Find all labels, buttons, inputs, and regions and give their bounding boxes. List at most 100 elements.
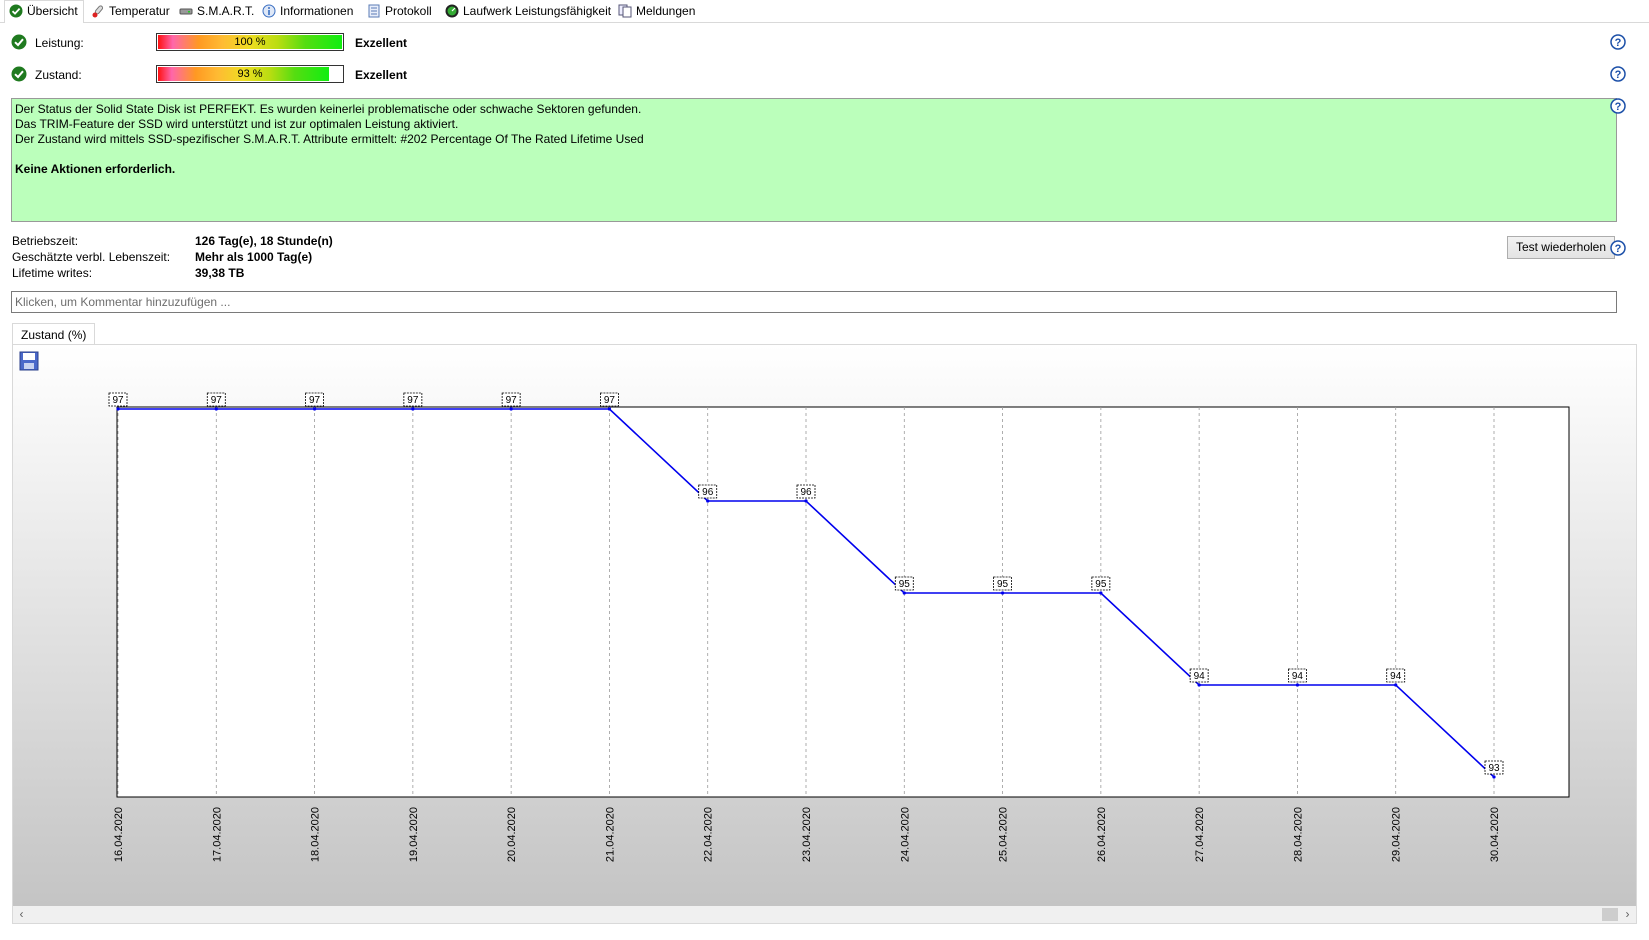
x-tick-label: 23.04.2020: [801, 807, 813, 862]
status-line: Der Status der Solid State Disk ist PERF…: [15, 102, 642, 116]
data-point: [1197, 683, 1201, 687]
tab-temperatur[interactable]: Temperatur: [87, 1, 170, 21]
svg-text:94: 94: [1390, 671, 1402, 682]
data-point: [214, 407, 218, 411]
svg-text:?: ?: [1615, 37, 1622, 49]
data-label: 94: [1386, 668, 1406, 683]
save-chart-icon[interactable]: [19, 351, 39, 371]
data-point: [607, 407, 612, 411]
svg-text:93: 93: [1488, 763, 1500, 774]
comment-input[interactable]: Klicken, um Kommentar hinzuzufügen ...: [11, 291, 1617, 313]
scrollbar-thumb[interactable]: [1602, 908, 1618, 921]
status-line: Das TRIM-Feature der SSD wird unterstütz…: [15, 117, 459, 131]
lifetime-writes-label: Lifetime writes:: [12, 266, 93, 280]
x-tick-label: 25.04.2020: [998, 807, 1010, 862]
data-label: 96: [796, 484, 816, 499]
zustand-progress-bar: 93 %: [156, 65, 344, 83]
messages-icon: [618, 4, 632, 18]
svg-text:97: 97: [506, 395, 518, 406]
data-point: [312, 407, 317, 411]
svg-text:95: 95: [997, 579, 1009, 590]
leistung-ok-check-icon: [11, 34, 27, 50]
thermometer-icon: [91, 4, 105, 18]
data-point: [804, 499, 808, 503]
leistung-percent: 100 %: [234, 36, 266, 48]
svg-text:95: 95: [1095, 579, 1107, 590]
zustand-line-chart: 97 97 97 97 97 97 96 96 95 95 95 94 94 94 93 16.04.202…: [13, 345, 1636, 907]
zustand-rating: Exzellent: [355, 68, 408, 82]
zustand-help-icon[interactable]: ?: [1610, 66, 1626, 82]
svg-text:97: 97: [211, 395, 223, 406]
svg-text:95: 95: [899, 579, 911, 590]
x-tick-label: 30.04.2020: [1489, 807, 1501, 862]
betriebszeit-value: 126 Tag(e), 18 Stunde(n): [195, 234, 333, 248]
tab-label: Temperatur: [109, 4, 170, 18]
tab-label: Übersicht: [27, 4, 78, 18]
horizontal-scrollbar[interactable]: ‹ ›: [13, 906, 1636, 923]
status-line: Der Zustand wird mittels SSD-spezifische…: [15, 132, 644, 146]
tab-label: S.M.A.R.T.: [197, 4, 255, 18]
svg-text:97: 97: [309, 395, 321, 406]
status-action: Keine Aktionen erforderlich.: [15, 162, 176, 176]
x-tick-label: 27.04.2020: [1194, 807, 1206, 862]
x-tick-label: 19.04.2020: [408, 807, 420, 862]
zustand-label: Zustand:: [35, 68, 82, 82]
data-label: 94: [1288, 668, 1307, 683]
drive-icon: [179, 4, 193, 18]
tab-label: Meldungen: [636, 4, 696, 18]
data-point: [1000, 591, 1005, 595]
leistung-help-icon[interactable]: ?: [1610, 34, 1626, 50]
leistung-progress-fill: [158, 35, 342, 49]
lebenszeit-value: Mehr als 1000 Tag(e): [195, 250, 313, 264]
data-label: 93: [1484, 760, 1504, 775]
data-point: [706, 499, 710, 503]
data-label: 97: [206, 392, 226, 407]
leistung-label: Leistung:: [35, 36, 84, 50]
tab-uebersicht[interactable]: Übersicht: [4, 0, 84, 23]
log-document-icon: [367, 4, 381, 18]
chart-panel: 97 97 97 97 97 97 96 96 95 95 95 94 94 94 93 16.04.202…: [12, 344, 1637, 924]
data-label: 97: [403, 392, 423, 407]
data-label: 94: [1189, 668, 1209, 683]
x-tick-label: 20.04.2020: [506, 807, 518, 862]
retest-button[interactable]: Test wiederholen: [1507, 236, 1615, 259]
retest-help-icon[interactable]: ?: [1610, 240, 1626, 256]
data-label: 96: [698, 484, 718, 499]
tab-laufwerk-leistungsfaehigkeit[interactable]: Laufwerk Leistungsfähigkeit: [441, 1, 611, 21]
x-tick-label: 22.04.2020: [703, 807, 715, 862]
lifetime-writes-value: 39,38 TB: [195, 266, 245, 280]
x-tick-label: 28.04.2020: [1292, 807, 1304, 862]
zustand-progress-fill: [158, 67, 329, 81]
tab-zustand-chart[interactable]: Zustand (%): [12, 323, 96, 345]
data-point: [411, 407, 415, 411]
info-icon: [262, 4, 276, 18]
tab-meldungen[interactable]: Meldungen: [614, 1, 695, 21]
data-label: 95: [894, 576, 914, 591]
data-point: [116, 407, 120, 411]
betriebszeit-label: Betriebszeit:: [12, 234, 79, 248]
zustand-ok-check-icon: [11, 66, 27, 82]
leistung-rating: Exzellent: [355, 36, 408, 50]
leistung-progress-bar: 100 %: [156, 33, 344, 51]
status-help-icon[interactable]: ?: [1610, 98, 1626, 114]
data-point: [1295, 683, 1300, 687]
data-label: 97: [108, 392, 128, 407]
data-label: 95: [1091, 576, 1111, 591]
svg-text:96: 96: [800, 487, 812, 498]
data-point: [1099, 591, 1103, 595]
tab-informationen[interactable]: Informationen: [258, 1, 353, 21]
status-message-box: Der Status der Solid State Disk ist PERF…: [11, 98, 1617, 222]
svg-text:94: 94: [1292, 671, 1304, 682]
tab-label: Protokoll: [385, 4, 432, 18]
tab-label: Laufwerk Leistungsfähigkeit: [463, 4, 612, 18]
scroll-right-icon[interactable]: ›: [1625, 907, 1630, 921]
x-tick-label: 16.04.2020: [113, 807, 125, 862]
scroll-left-icon[interactable]: ‹: [19, 907, 24, 921]
svg-text:97: 97: [604, 395, 616, 406]
x-tick-label: 29.04.2020: [1391, 807, 1403, 862]
tab-protokoll[interactable]: Protokoll: [363, 1, 432, 21]
svg-text:?: ?: [1615, 243, 1622, 255]
tab-smart[interactable]: S.M.A.R.T.: [175, 1, 254, 21]
data-label: 97: [305, 392, 324, 407]
lebenszeit-label: Geschätzte verbl. Lebenszeit:: [12, 250, 171, 264]
